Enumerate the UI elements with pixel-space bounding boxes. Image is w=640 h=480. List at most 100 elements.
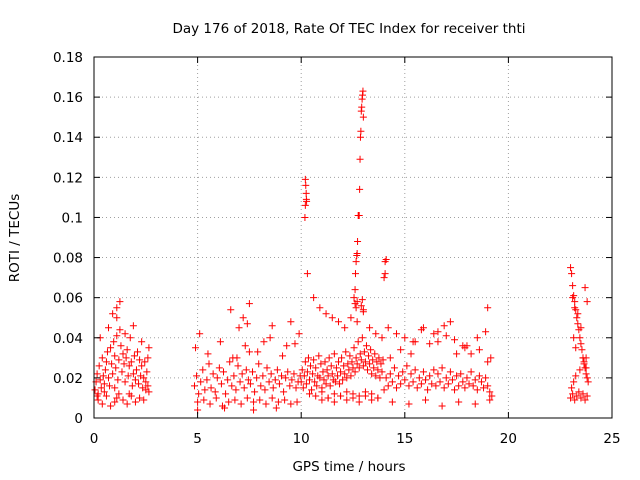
data-point [405, 400, 413, 408]
data-point [372, 330, 380, 338]
data-point [334, 358, 342, 366]
data-point [358, 334, 366, 342]
data-point [347, 314, 355, 322]
data-point [357, 302, 365, 310]
data-point [110, 338, 118, 346]
data-point [302, 189, 310, 197]
data-point [486, 396, 494, 404]
data-point [573, 314, 581, 322]
data-point [301, 358, 309, 366]
data-point [316, 304, 324, 312]
data-point [239, 314, 247, 322]
data-point [197, 378, 205, 386]
data-point [230, 372, 238, 380]
data-point [225, 398, 233, 406]
data-point [356, 350, 364, 358]
data-point [577, 394, 585, 402]
data-point [212, 394, 220, 402]
data-point [411, 338, 419, 346]
data-point [446, 318, 454, 326]
data-point [463, 374, 471, 382]
data-point [432, 382, 440, 390]
data-point [386, 370, 394, 378]
data-point [224, 376, 232, 384]
data-point [372, 372, 380, 380]
data-point [384, 324, 392, 332]
data-point [120, 360, 128, 368]
data-point [318, 396, 326, 404]
data-point [322, 310, 330, 318]
data-point [440, 322, 448, 330]
data-point [93, 392, 101, 400]
y-tick-label: 0.18 [53, 50, 83, 66]
data-point [303, 368, 311, 376]
data-point [102, 358, 110, 366]
data-point [413, 384, 421, 392]
data-point [272, 404, 280, 412]
data-point [459, 378, 467, 386]
data-point [570, 334, 578, 342]
data-point [126, 334, 134, 342]
x-tick-label: 15 [396, 431, 413, 447]
data-point [339, 376, 347, 384]
data-point [415, 374, 423, 382]
data-point [451, 336, 459, 344]
data-point [131, 398, 139, 406]
data-point [287, 318, 295, 326]
data-point [112, 364, 120, 372]
data-point [577, 340, 585, 348]
data-point [370, 364, 378, 372]
data-point [140, 374, 148, 382]
data-point [571, 304, 579, 312]
data-point [403, 362, 411, 370]
y-tick-label: 0.08 [53, 251, 83, 267]
data-point [467, 350, 475, 358]
data-point [251, 388, 259, 396]
data-point [196, 330, 204, 338]
data-point [353, 360, 361, 368]
data-point [206, 400, 214, 408]
data-point [434, 370, 442, 378]
data-point [116, 298, 124, 306]
data-point [265, 378, 273, 386]
data-point [342, 348, 350, 356]
data-point [290, 370, 298, 378]
data-point [388, 398, 396, 406]
data-point [361, 392, 369, 400]
data-point [287, 400, 295, 408]
data-point [288, 376, 296, 384]
data-point [574, 320, 582, 328]
data-point [145, 344, 153, 352]
data-point [310, 356, 318, 364]
data-point [217, 380, 225, 388]
data-point [360, 348, 368, 356]
data-point [129, 370, 137, 378]
data-point [442, 374, 450, 382]
data-point [302, 195, 310, 203]
data-point [411, 366, 419, 374]
data-point [119, 350, 127, 358]
data-point [190, 382, 198, 390]
data-point [426, 340, 434, 348]
data-point [144, 382, 152, 390]
data-point [331, 378, 339, 386]
data-point [318, 388, 326, 396]
data-point [473, 334, 481, 342]
data-point [113, 394, 121, 402]
data-point [434, 328, 442, 336]
data-point [271, 376, 279, 384]
data-point [349, 364, 357, 372]
data-point [583, 374, 591, 382]
data-point [380, 274, 388, 282]
data-point [117, 342, 125, 350]
data-point [353, 298, 361, 306]
data-point [343, 374, 351, 382]
y-tick-label: 0.06 [53, 291, 83, 307]
data-point [213, 374, 221, 382]
data-point [332, 364, 340, 372]
data-point [446, 368, 454, 376]
data-point [279, 352, 287, 360]
data-point [246, 380, 254, 388]
data-point [257, 382, 265, 390]
data-point [373, 358, 381, 366]
